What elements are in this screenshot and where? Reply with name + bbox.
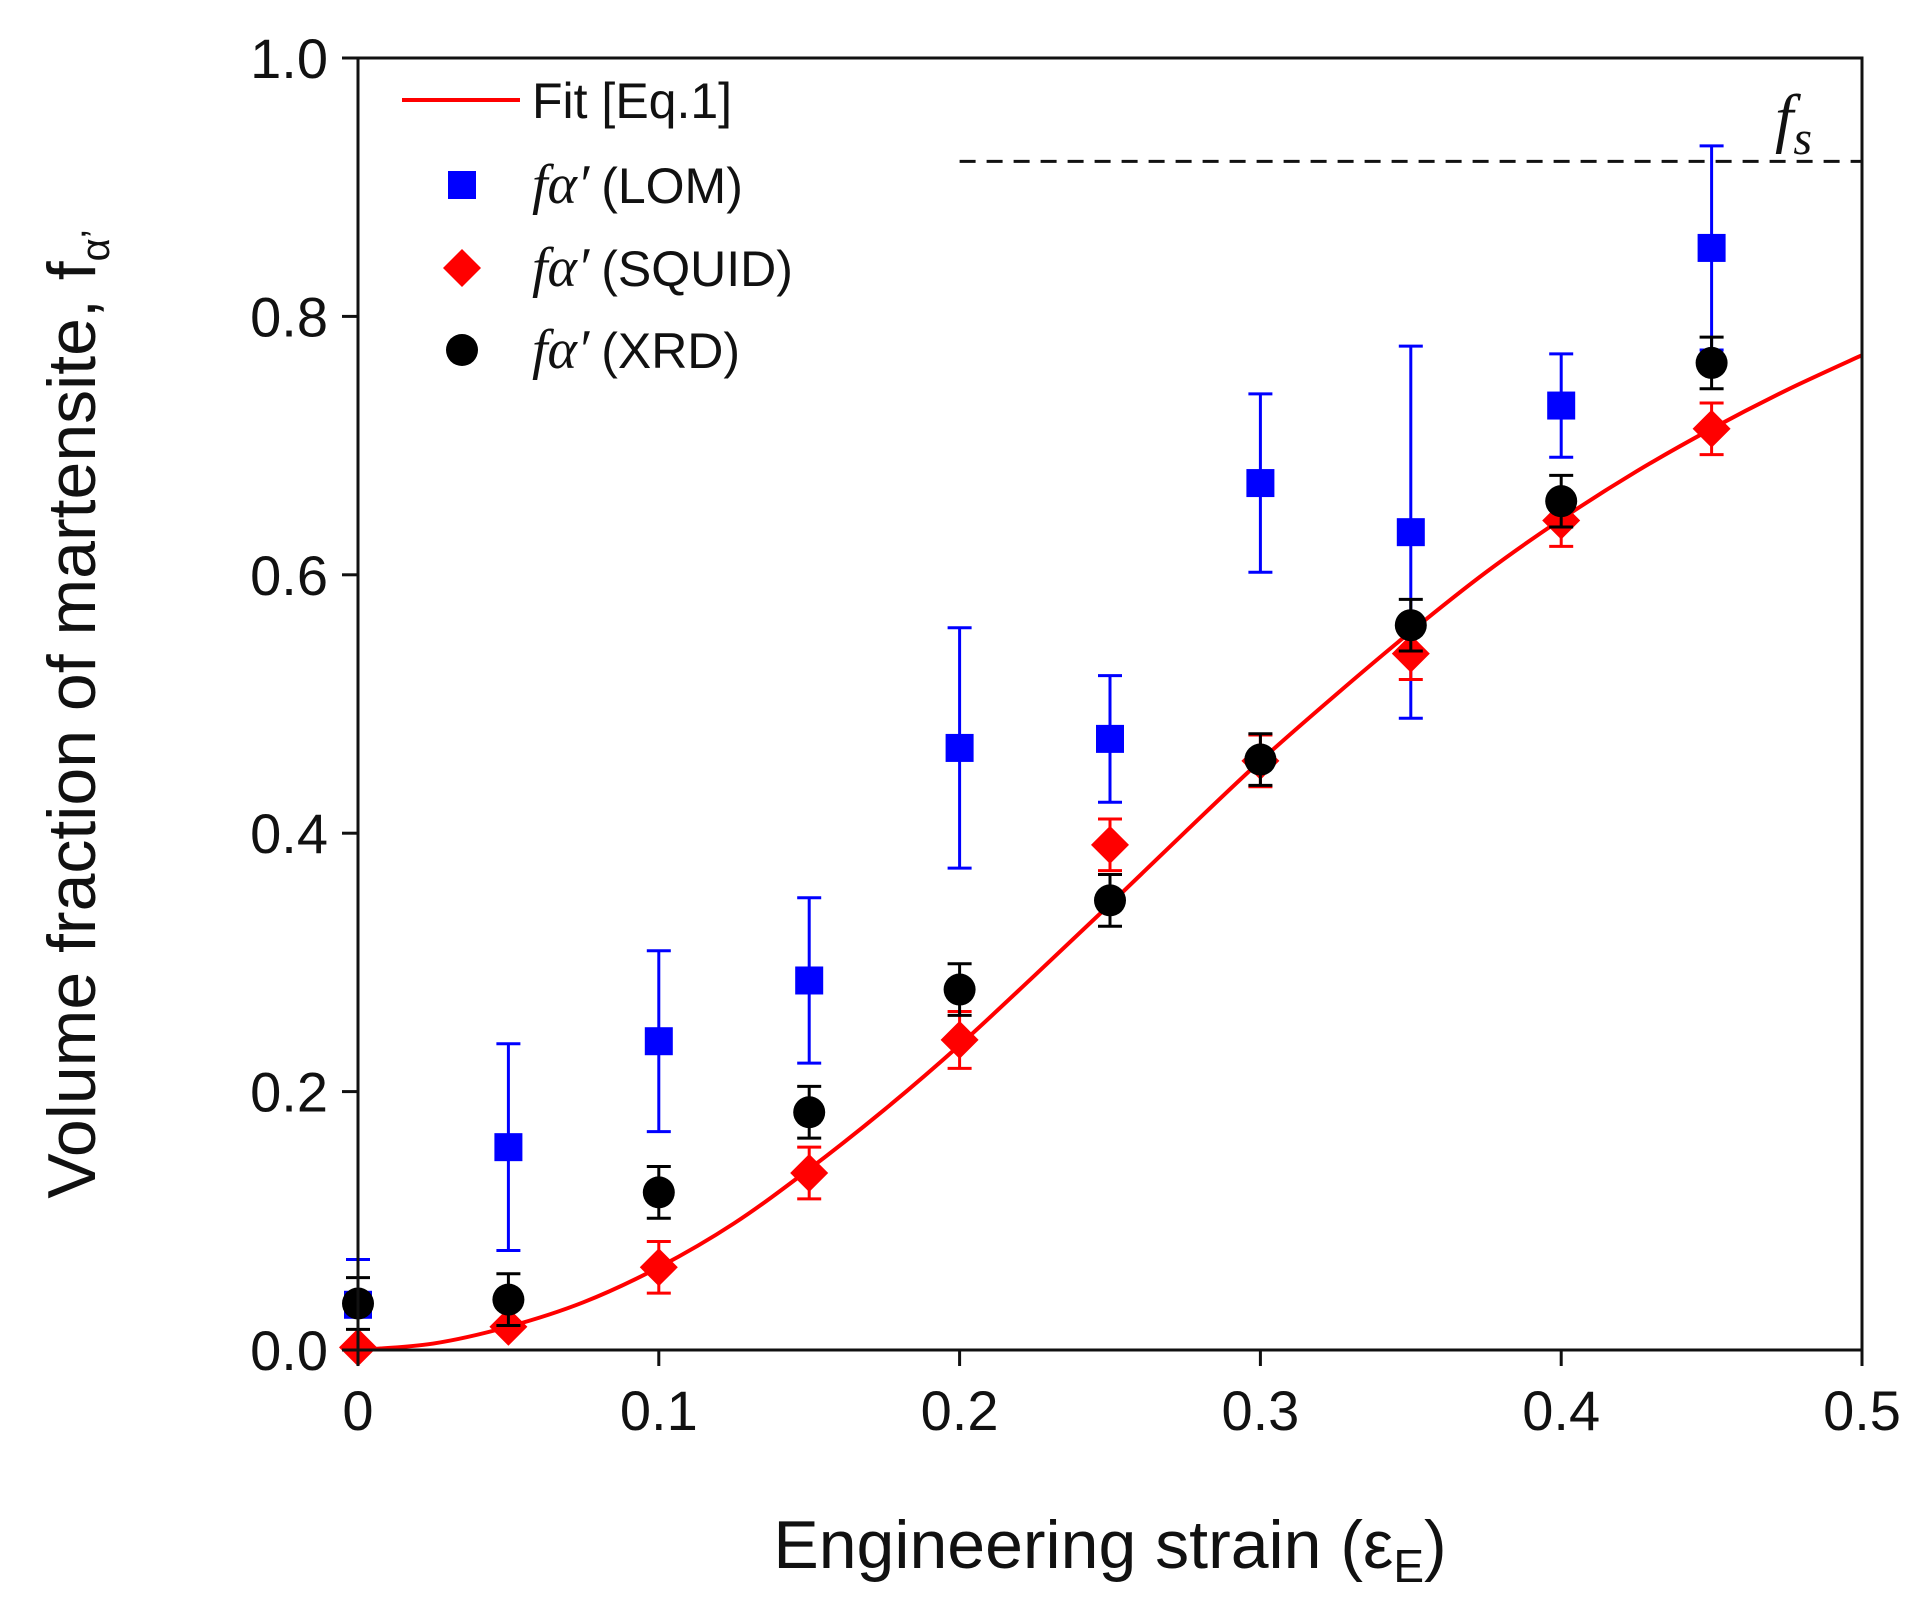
data-point [793, 1096, 826, 1129]
y-tick-label: 0.0 [250, 1319, 328, 1382]
legend-circle-name: (XRD) [601, 323, 740, 379]
data-point [1396, 518, 1425, 547]
data-point [1545, 485, 1578, 518]
legend-square-name: (LOM) [601, 158, 743, 214]
x-tick-label: 0.5 [1823, 1379, 1901, 1442]
data-point [1244, 743, 1277, 776]
legend-square-label: fα′ (LOM) [532, 154, 743, 216]
legend-fit-label: Fit [Eq.1] [532, 73, 732, 129]
x-axis-title: Engineering strain (εE) [773, 1507, 1446, 1592]
data-point [1091, 825, 1129, 864]
data-point [1692, 409, 1731, 448]
y-axis-title-subscript: α’ [74, 229, 118, 261]
data-point [795, 966, 824, 995]
y-tick-label: 0.6 [250, 544, 328, 607]
y-tick-label: 0.4 [250, 802, 328, 865]
plot-frame [356, 56, 1864, 1352]
x-tick-label: 0.1 [620, 1379, 698, 1442]
x-tick-label: 0.3 [1221, 1379, 1299, 1442]
x-axis-title-subscript: E [1393, 1540, 1424, 1592]
data-point [945, 733, 974, 762]
data-point [644, 1027, 673, 1056]
data-point [943, 973, 976, 1006]
data-point [1246, 469, 1275, 498]
x-axis-title-main: Engineering strain (ε [773, 1507, 1393, 1583]
data-point [492, 1283, 525, 1316]
legend-diamond-label: fα′ (SQUID) [532, 237, 793, 299]
x-axis-title-close: ) [1424, 1507, 1447, 1583]
x-tick-label: 0.2 [921, 1379, 999, 1442]
legend-diamond-name: (SQUID) [601, 241, 793, 297]
y-tick-label: 0.8 [250, 285, 328, 348]
data-point [1394, 609, 1427, 642]
legend-circle-label: fα′ (XRD) [532, 319, 740, 381]
plot-layer: fs [339, 82, 1863, 1367]
saturation-label-subscript: s [1793, 112, 1812, 165]
legend: Fit [Eq.1] fα′ (LOM) fα′ (SQUID) fα′ (XRD) [402, 73, 793, 381]
data-point [494, 1133, 523, 1162]
x-tick-label: 0.4 [1522, 1379, 1600, 1442]
y-axis-title-main: Volume fraction of martensite, f [34, 261, 110, 1198]
data-point [1391, 634, 1430, 673]
y-axis-title: Volume fraction of martensite, fα’ [34, 229, 118, 1198]
legend-diamond-swatch [443, 249, 481, 287]
data-point [1094, 884, 1126, 917]
series-circle [342, 335, 1728, 1331]
data-point [642, 1176, 675, 1209]
data-point [1547, 391, 1576, 420]
x-tick-label: 0 [342, 1379, 373, 1442]
legend-circle-swatch [446, 334, 478, 366]
data-point [790, 1153, 829, 1192]
data-point [940, 1020, 979, 1059]
data-point [1697, 233, 1726, 262]
data-point [1695, 346, 1728, 379]
y-tick-label: 1.0 [250, 27, 328, 90]
data-point [639, 1248, 678, 1287]
legend-square-swatch [448, 171, 476, 199]
data-point [1096, 724, 1124, 753]
tick-layer: 0 0.1 0.2 0.3 0.4 0.5 0.0 0.2 0.4 0.6 0.8 1.0 [250, 27, 1901, 1442]
y-tick-label: 0.2 [250, 1061, 328, 1124]
